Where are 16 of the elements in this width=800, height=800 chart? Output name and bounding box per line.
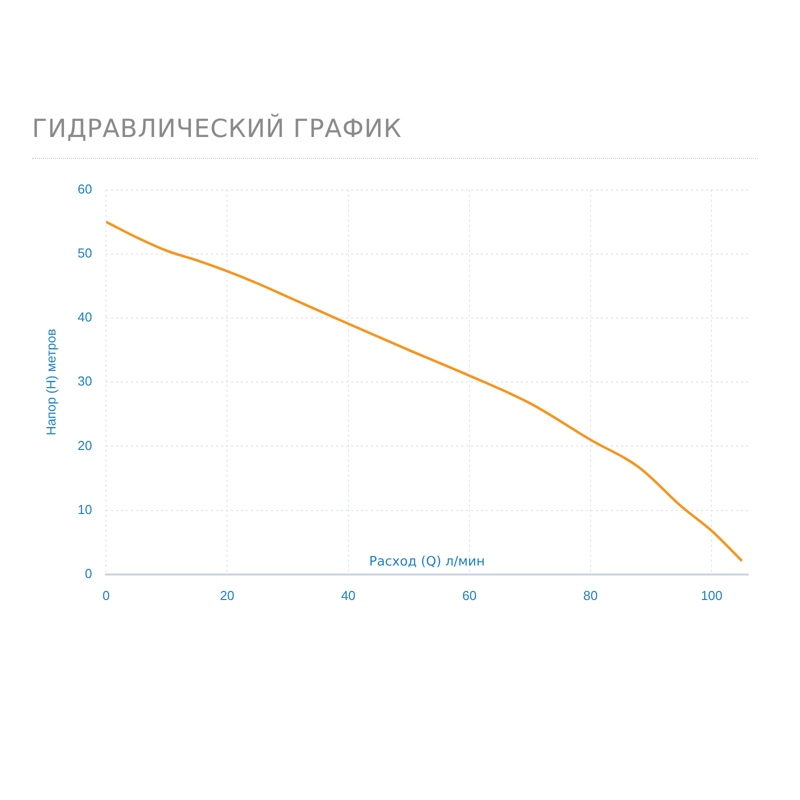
y-tick-label: 50: [78, 245, 92, 260]
y-tick-label: 20: [78, 438, 92, 453]
x-axis-title: Расход (Q) л/мин: [369, 554, 485, 570]
x-tick-label: 40: [341, 588, 356, 603]
y-tick-label: 10: [78, 502, 92, 517]
x-tick-label: 20: [220, 588, 234, 603]
x-tick-label: 80: [583, 588, 598, 603]
x-tick-label: 100: [700, 588, 723, 603]
y-tick-label: 0: [84, 566, 92, 581]
x-tick-label: 0: [102, 588, 110, 603]
y-tick-label: 30: [78, 374, 92, 389]
y-axis-title: Напор (H) метров: [43, 328, 58, 436]
x-tick-label: 60: [462, 588, 477, 603]
y-tick-label: 40: [78, 310, 92, 325]
chart-title: ГИДРАВЛИЧЕСКИЙ ГРАФИК: [32, 114, 402, 143]
y-tick-label: 60: [78, 181, 92, 196]
